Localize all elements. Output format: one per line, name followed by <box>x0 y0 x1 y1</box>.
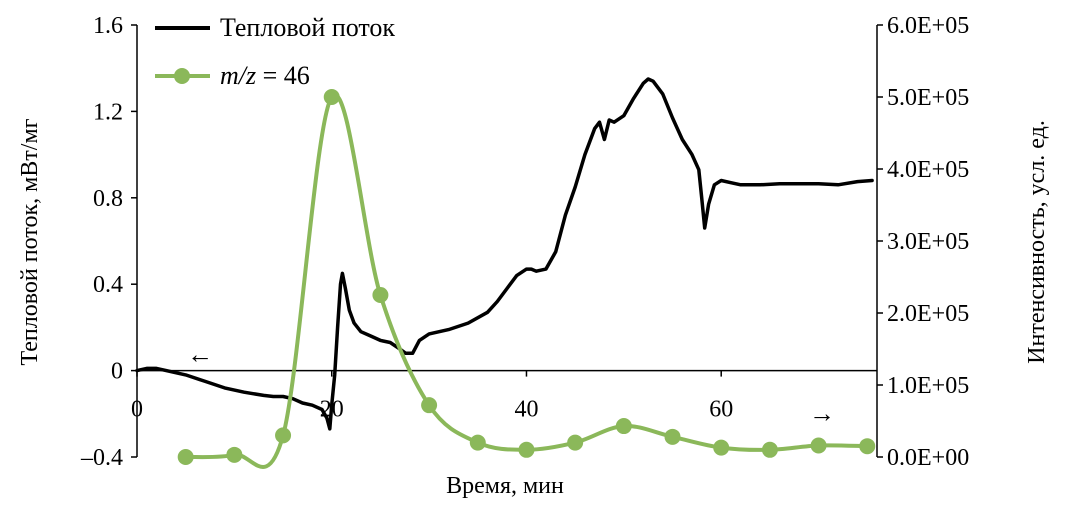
mz-data-point <box>323 89 340 105</box>
right-axis-arrow: → <box>809 399 835 428</box>
y-right-tick-label: 3.0E+05 <box>887 229 969 255</box>
y-axis-title-right: Интенсивность, усл. ед. <box>1024 120 1050 364</box>
x-tick-label: 40 <box>514 397 538 423</box>
y-right-tick-label: 4.0E+05 <box>887 157 969 183</box>
y-right-tick-label: 0.0E+00 <box>887 445 969 471</box>
mz-data-point <box>421 397 438 414</box>
x-tick-label: 0 <box>131 397 143 423</box>
y-axis-title-left: Тепловой поток, мВт/мг <box>17 118 43 365</box>
legend-mz-label-italic: m/z <box>220 61 256 90</box>
x-axis-title: Время, мин <box>446 473 564 499</box>
y-right-tick-label: 2.0E+05 <box>887 301 969 327</box>
heat-series-line <box>135 77 874 431</box>
legend-mz-label: m/z = 46 <box>220 61 310 90</box>
mz-data-point <box>177 449 194 465</box>
mz-data-point <box>372 287 389 303</box>
mz-data-point <box>859 438 876 455</box>
y-left-tick-label: 1.2 <box>93 99 123 125</box>
y-right-tick-label: 1.0E+05 <box>887 373 969 399</box>
legend-mz-marker <box>174 68 190 84</box>
y-left-tick-label: 1.6 <box>93 13 123 39</box>
legend: Тепловой поток m/z = 46 <box>155 13 395 90</box>
mz-data-point <box>713 439 730 456</box>
mz-data-point <box>275 427 292 444</box>
mz-data-point <box>664 428 681 445</box>
tick-labels: –0.4 0 0.4 0.8 1.2 1.6 0.0E+00 1.0E+05 2.0E+05 3.… <box>80 13 969 471</box>
mz-data-point <box>469 434 486 451</box>
x-tick-label: 20 <box>320 397 344 423</box>
series-layer <box>135 77 876 469</box>
y-left-tick-label: 0.8 <box>93 186 123 212</box>
mz-data-point <box>567 434 584 451</box>
x-tick-label: 60 <box>709 397 733 423</box>
y-right-tick-label: 6.0E+05 <box>887 13 969 39</box>
legend-mz-label-rest: = 46 <box>256 61 310 90</box>
mz-data-point <box>518 441 535 458</box>
mz-data-point <box>810 437 827 454</box>
mz-data-point <box>761 441 778 458</box>
legend-heat-label: Тепловой поток <box>220 13 395 42</box>
y-right-tick-label: 5.0E+05 <box>887 85 969 111</box>
y-left-tick-label: 0.4 <box>93 272 123 298</box>
y-left-tick-label: 0 <box>111 359 123 385</box>
mz-data-point <box>226 446 243 463</box>
y-left-tick-label: –0.4 <box>80 445 123 471</box>
mz-data-point <box>615 418 632 435</box>
left-axis-arrow: ← <box>187 340 213 369</box>
